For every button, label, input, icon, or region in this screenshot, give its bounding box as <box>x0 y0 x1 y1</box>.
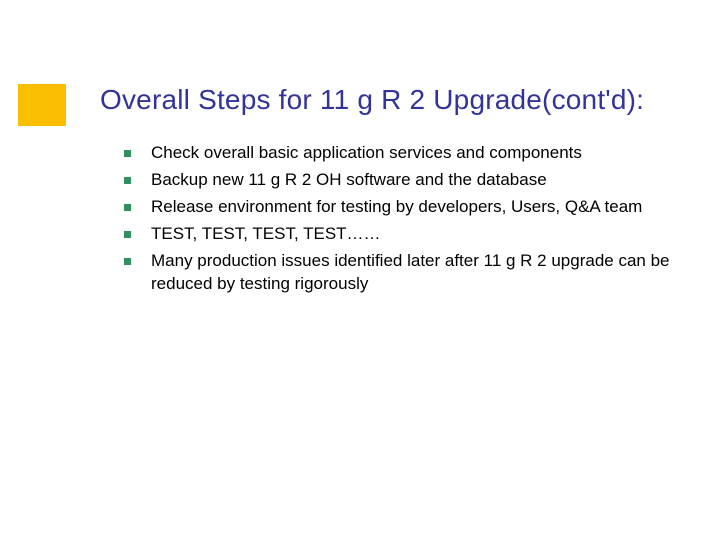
bullet-text: Backup new 11 g R 2 OH software and the … <box>151 169 547 192</box>
bullet-text: TEST, TEST, TEST, TEST…… <box>151 223 381 246</box>
bullet-text: Check overall basic application services… <box>151 142 582 165</box>
bullet-icon <box>124 231 131 238</box>
list-item: Check overall basic application services… <box>124 142 680 165</box>
bullet-text: Many production issues identified later … <box>151 250 680 296</box>
list-item: Release environment for testing by devel… <box>124 196 680 219</box>
bullet-text: Release environment for testing by devel… <box>151 196 642 219</box>
slide-title: Overall Steps for 11 g R 2 Upgrade(cont'… <box>100 84 644 116</box>
accent-block <box>18 84 66 126</box>
list-item: Many production issues identified later … <box>124 250 680 296</box>
list-item: TEST, TEST, TEST, TEST…… <box>124 223 680 246</box>
bullet-icon <box>124 177 131 184</box>
bullet-icon <box>124 150 131 157</box>
list-item: Backup new 11 g R 2 OH software and the … <box>124 169 680 192</box>
bullet-icon <box>124 258 131 265</box>
bullet-icon <box>124 204 131 211</box>
bullet-list: Check overall basic application services… <box>124 142 680 300</box>
